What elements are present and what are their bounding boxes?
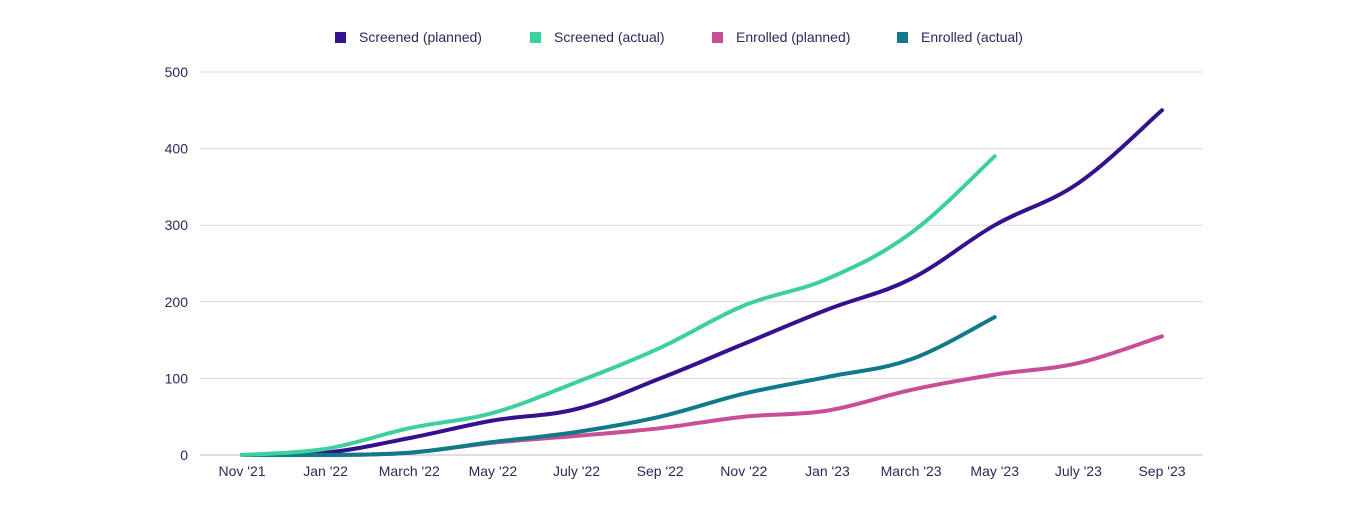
y-tick-label: 0 — [180, 447, 188, 463]
y-tick-label: 300 — [165, 217, 189, 233]
legend-label: Enrolled (actual) — [921, 29, 1023, 45]
x-tick-label: Jan '23 — [805, 463, 850, 479]
legend-item-enrolled-actual: Enrolled (actual) — [897, 29, 1023, 45]
legend-item-enrolled-planned: Enrolled (planned) — [712, 29, 850, 45]
x-tick-label: Nov '22 — [720, 463, 767, 479]
x-tick-label: Sep '22 — [637, 463, 684, 479]
series-line-enrolled-actual — [240, 315, 997, 458]
legend-label: Enrolled (planned) — [736, 29, 850, 45]
y-tick-label: 100 — [165, 370, 189, 386]
legend-item-screened-actual: Screened (actual) — [530, 29, 665, 45]
x-tick-label: March '23 — [881, 463, 942, 479]
series-lines — [240, 108, 1164, 458]
x-tick-label: Jan '22 — [303, 463, 348, 479]
series-line-screened-planned — [240, 108, 1164, 457]
series-line-screened-actual — [240, 154, 997, 457]
legend-swatch — [897, 32, 908, 43]
x-tick-label: March '22 — [379, 463, 440, 479]
legend-label: Screened (planned) — [359, 29, 482, 45]
legend-swatch — [712, 32, 723, 43]
x-tick-label: Nov '21 — [218, 463, 265, 479]
legend-swatch — [335, 32, 346, 43]
legend: Screened (planned) Screened (actual) Enrol… — [335, 29, 1023, 45]
gridlines — [200, 71, 1203, 456]
y-axis-ticks: 0 100 200 300 400 500 — [165, 64, 189, 463]
legend-label: Screened (actual) — [554, 29, 665, 45]
legend-item-screened-planned: Screened (planned) — [335, 29, 482, 45]
x-tick-label: May '23 — [970, 463, 1019, 479]
legend-swatch — [530, 32, 541, 43]
x-tick-label: July '23 — [1055, 463, 1102, 479]
x-axis-ticks: Nov '21 Jan '22 March '22 May '22 July '22 Se… — [218, 463, 1185, 479]
y-tick-label: 500 — [165, 64, 189, 80]
y-tick-label: 400 — [165, 141, 189, 157]
y-tick-label: 200 — [165, 294, 189, 310]
x-tick-label: May '22 — [469, 463, 518, 479]
x-tick-label: Sep '23 — [1138, 463, 1185, 479]
x-tick-label: July '22 — [553, 463, 600, 479]
